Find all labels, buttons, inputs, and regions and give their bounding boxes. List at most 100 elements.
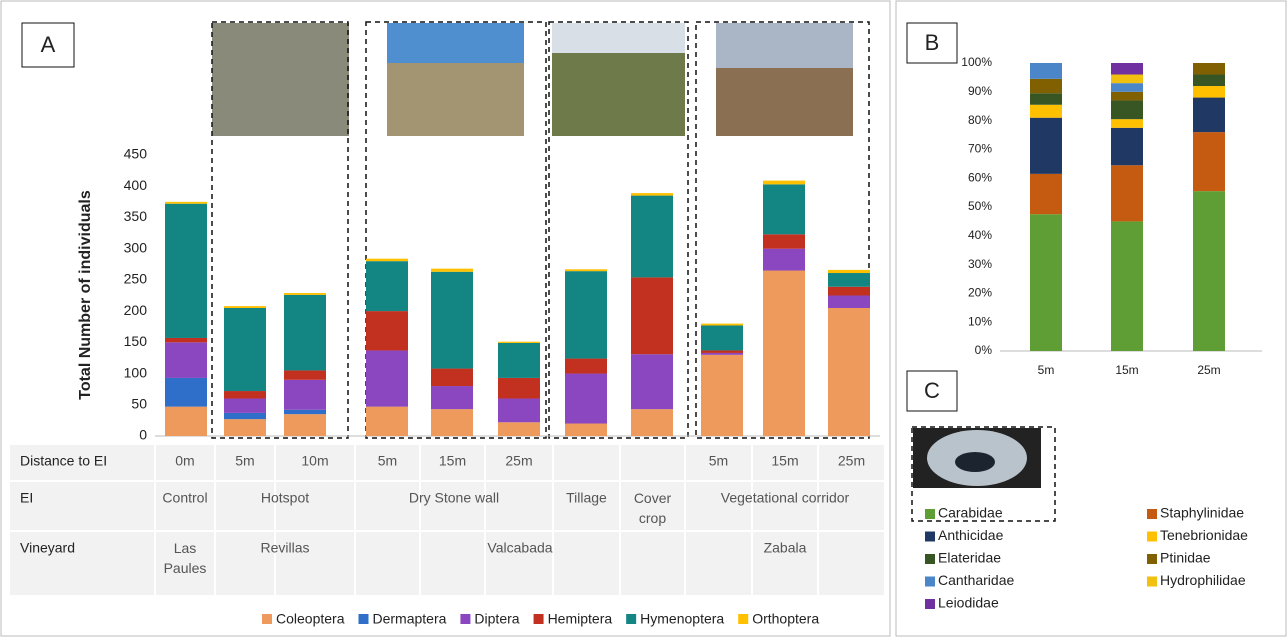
bar-segment [284,410,326,414]
photo-sky [552,23,685,53]
y-tick-label: 50 [131,395,147,411]
bar-segment [366,407,408,436]
y-tick-label: 350 [124,208,148,224]
legend-label: Dermaptera [373,611,447,627]
distance-label: 10m [301,453,328,469]
y-tick-label: 450 [124,146,148,162]
bar-segment [1111,83,1143,92]
y-tick-label: 60% [968,170,992,184]
y-tick-label: 250 [124,271,148,287]
bar-segment [431,272,473,369]
bar-segment [763,184,805,234]
legend-swatch [1147,577,1157,587]
distance-label: 0m [175,453,194,469]
y-axis-label: Total Number of individuals [77,190,94,400]
row-header: EI [20,490,33,506]
bar-segment [828,287,870,296]
bar-segment [763,271,805,436]
y-tick-label: 0% [975,343,993,357]
bar-segment [366,350,408,406]
legend-swatch [460,614,470,624]
ei-label: Dry Stone wall [409,490,499,506]
legend-swatch [262,614,272,624]
legend-swatch [1147,554,1157,564]
bar-segment [165,378,207,407]
bar-segment [701,355,743,436]
bar-segment [828,273,870,287]
bar-segment [1193,191,1225,351]
ei-label: Tillage [566,490,607,506]
legend-swatch [1147,532,1157,542]
bar-segment [1111,128,1143,165]
distance-label: 5m [709,453,728,469]
bar-segment [631,193,673,195]
y-tick-label: 100% [961,55,992,69]
legend-label: Orthoptera [752,611,819,627]
bar-segment [165,338,207,342]
y-tick-label: 40% [968,228,992,242]
ei-label: Vegetational corridor [721,490,850,506]
y-tick-label: 30% [968,257,992,271]
bar-segment [1030,79,1062,93]
legend-label: Anthicidae [938,527,1004,543]
legend-label: Hemiptera [548,611,613,627]
bar-segment [1030,63,1062,79]
bar-segment [224,399,266,413]
y-tick-label: 50% [968,199,992,213]
bar-segment [1193,98,1225,133]
distance-label: 5m [378,453,397,469]
legend-swatch [626,614,636,624]
y-tick-label: 0 [139,427,147,443]
bar-segment [366,311,408,350]
bar-segment [701,350,743,352]
y-tick-label: 150 [124,333,148,349]
x-tick-label: 15m [1115,363,1138,377]
bar-segment [224,391,266,398]
distance-label: 25m [505,453,532,469]
bar-segment [1111,63,1143,75]
legend-swatch [925,509,935,519]
vineyard-label: Valcabada [487,540,552,556]
bar-segment [431,386,473,409]
y-tick-label: 200 [124,302,148,318]
ei-label: Hotspot [261,490,309,506]
bar-segment [498,399,540,423]
vineyard-label: Zabala [764,540,807,556]
bar-segment [1111,165,1143,221]
legend-swatch [738,614,748,624]
table-row-band [10,532,885,595]
bar-segment [631,354,673,409]
y-tick-label: 10% [968,314,992,328]
bar-segment [1193,75,1225,87]
bar-segment [284,293,326,295]
bar-segment [565,269,607,271]
panel-label: A [41,32,56,57]
bar-segment [498,343,540,378]
bar-segment [565,424,607,436]
photo-sky [387,23,524,63]
bar-segment [1193,63,1225,75]
photo-hotspot [212,23,349,136]
y-tick-label: 300 [124,239,148,255]
bar-segment [165,204,207,338]
legend-label: Elateridae [938,550,1001,566]
y-tick-label: 80% [968,113,992,127]
bar-segment [165,407,207,436]
distance-label: 15m [771,453,798,469]
photos [212,23,1041,488]
bar-segment [224,308,266,391]
y-tick-label: 100 [124,364,148,380]
legend-swatch [925,554,935,564]
legend-swatch [359,614,369,624]
legend-label: Carabidae [938,505,1003,521]
bar-segment [431,369,473,386]
legend-label: Ptinidae [1160,550,1211,566]
photo-insect [955,452,995,472]
bar-segment [1111,75,1143,84]
bar-segment [631,277,673,354]
bar-segment [631,409,673,436]
bar-segment [701,324,743,326]
ei-label: Control [162,490,207,506]
bar-segment [366,259,408,261]
bar-segment [565,359,607,374]
